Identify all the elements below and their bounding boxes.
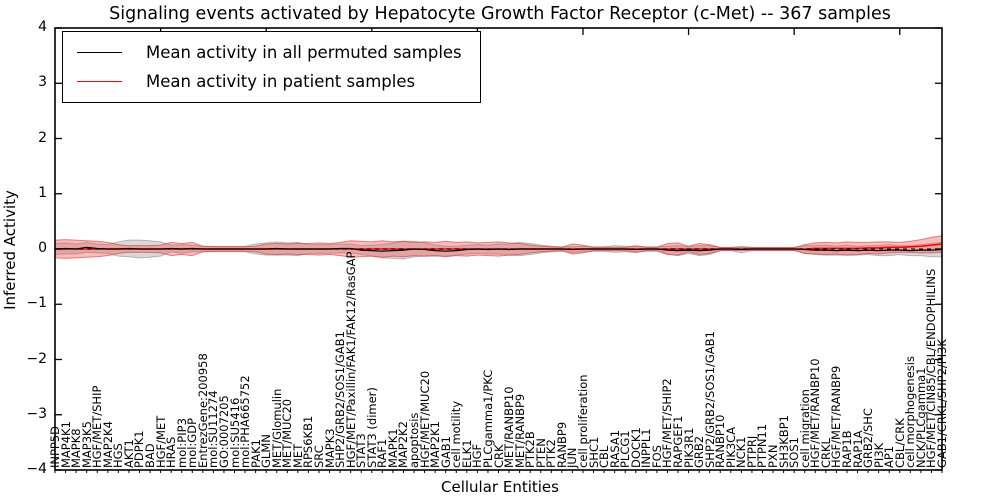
legend-box: Mean activity in all permuted samples Me…	[62, 31, 481, 103]
y-tick-label: −2	[26, 350, 47, 367]
y-tick-label: −4	[26, 461, 47, 477]
patient-line-swatch	[77, 81, 122, 82]
y-tick-label: 3	[38, 74, 47, 91]
legend-entry-permuted: Mean activity in all permuted samples	[77, 38, 462, 67]
legend-label-permuted: Mean activity in all permuted samples	[146, 43, 462, 62]
permuted-line-swatch	[77, 52, 122, 53]
y-tick-label: 4	[38, 19, 47, 35]
patient-band	[54, 235, 943, 259]
y-tick-label: 2	[38, 129, 47, 146]
legend-label-patient: Mean activity in patient samples	[146, 72, 416, 91]
x-tick-label: GAB1/CRKL/SHP2/PI3K	[935, 339, 949, 468]
legend-entry-patient: Mean activity in patient samples	[77, 67, 462, 96]
chart-title: Signaling events activated by Hepatocyte…	[109, 4, 891, 24]
y-tick-label: 1	[38, 184, 47, 201]
y-tick-label: −1	[26, 295, 47, 312]
x-axis-label: Cellular Entities	[441, 478, 559, 496]
y-tick-label: −3	[26, 405, 47, 422]
y-tick-label: 0	[38, 240, 47, 256]
